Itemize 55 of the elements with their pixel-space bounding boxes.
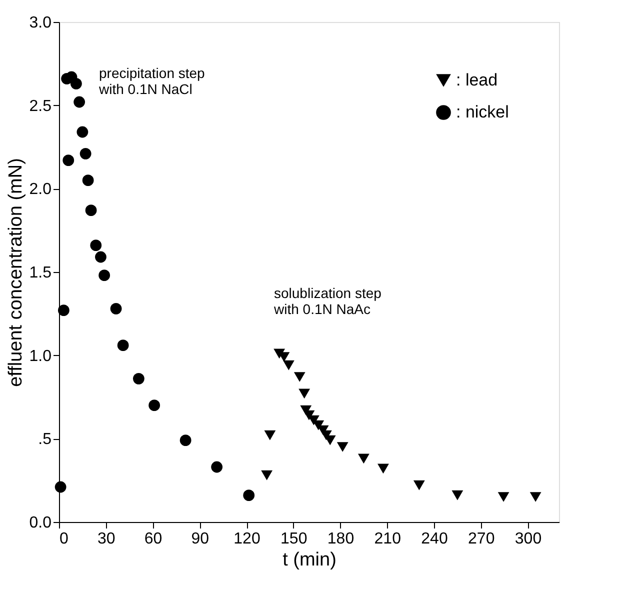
legend-label: : nickel bbox=[456, 102, 509, 122]
y-tick-label: 1.0 bbox=[29, 348, 52, 365]
point bbox=[70, 78, 82, 90]
annotation: precipitation step with 0.1N NaCl bbox=[98, 65, 206, 97]
x-tick-label: 240 bbox=[421, 530, 448, 548]
x-tick-label: 90 bbox=[191, 530, 210, 548]
point bbox=[82, 174, 94, 186]
point bbox=[413, 480, 425, 490]
point bbox=[452, 490, 464, 500]
point bbox=[282, 360, 294, 370]
legend-label: : lead bbox=[456, 70, 498, 90]
point bbox=[85, 204, 97, 216]
x-tick-label: 270 bbox=[468, 530, 495, 548]
point bbox=[76, 126, 88, 138]
point bbox=[530, 492, 542, 502]
point bbox=[117, 340, 129, 352]
y-tick-label: 3.0 bbox=[29, 14, 52, 32]
point bbox=[498, 492, 510, 502]
annotation: solublization step with 0.1N NaAc bbox=[273, 285, 382, 317]
point bbox=[243, 490, 255, 502]
point bbox=[211, 461, 223, 473]
point bbox=[80, 148, 92, 160]
x-tick-label: 0 bbox=[60, 530, 68, 548]
y-tick-label: 2.5 bbox=[29, 98, 52, 115]
point bbox=[54, 481, 66, 493]
point bbox=[261, 470, 273, 480]
x-tick-label: 120 bbox=[234, 530, 260, 548]
point bbox=[58, 304, 70, 316]
x-tick-label: 60 bbox=[144, 530, 162, 548]
point bbox=[110, 302, 122, 314]
point bbox=[378, 464, 389, 474]
y-tick-label: 2.0 bbox=[29, 181, 52, 198]
point bbox=[90, 240, 102, 252]
y-tick-label: 1.5 bbox=[29, 264, 52, 282]
point bbox=[264, 430, 276, 440]
point bbox=[336, 442, 348, 452]
x-tick-label: 30 bbox=[97, 530, 116, 548]
y-axis-title: effluent concentration (mN) bbox=[5, 158, 26, 387]
point bbox=[180, 434, 192, 446]
point bbox=[98, 270, 110, 282]
x-tick-label: 300 bbox=[514, 530, 542, 548]
point bbox=[148, 400, 160, 412]
point bbox=[298, 388, 310, 399]
point bbox=[294, 372, 306, 382]
x-tick-label: 150 bbox=[280, 530, 308, 548]
x-tick-label: 210 bbox=[374, 530, 402, 548]
point bbox=[74, 96, 86, 108]
point bbox=[358, 454, 370, 464]
point bbox=[132, 372, 144, 384]
point bbox=[95, 251, 106, 263]
y-tick-label: .5 bbox=[38, 431, 52, 448]
point bbox=[62, 154, 74, 166]
x-tick-label: 180 bbox=[327, 530, 354, 548]
x-axis-title: t (min) bbox=[282, 550, 336, 570]
y-tick-label: 0.0 bbox=[29, 514, 52, 532]
